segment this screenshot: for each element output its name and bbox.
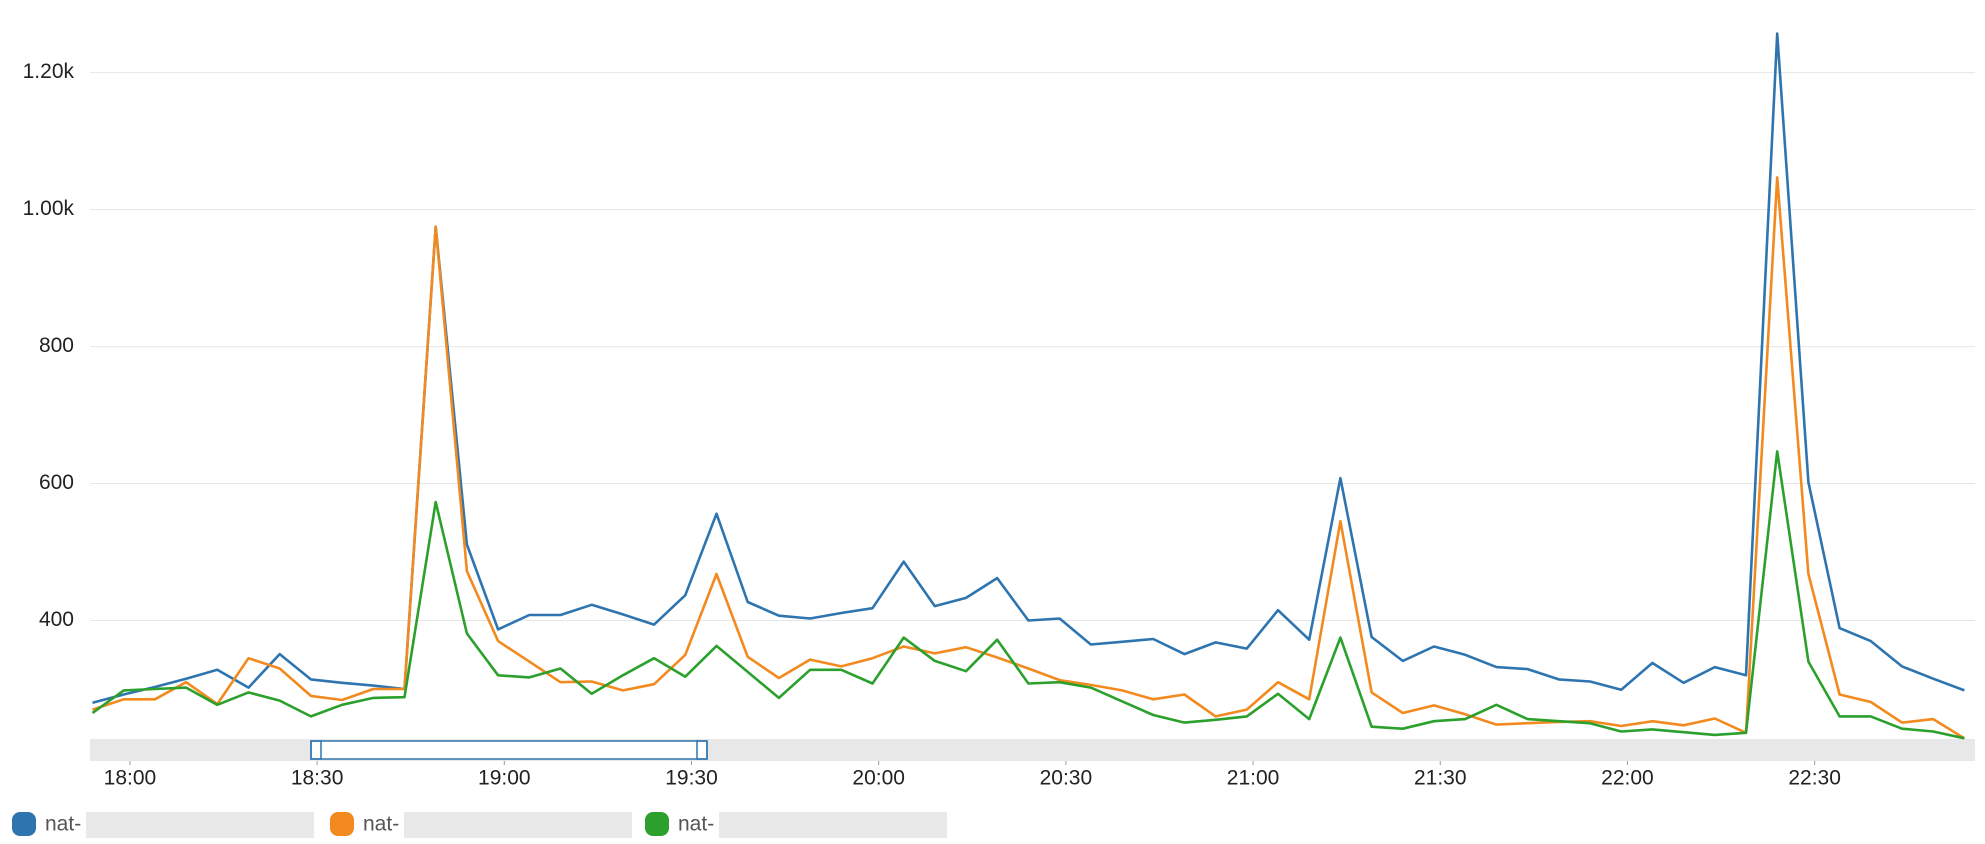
- legend-swatch[interactable]: [645, 812, 669, 836]
- x-tick-label: 21:00: [1227, 767, 1280, 790]
- redacted-text: [86, 812, 314, 838]
- x-tick-label: 21:30: [1414, 767, 1467, 790]
- series-line: [91, 450, 1965, 740]
- x-tick-label: 22:30: [1788, 767, 1841, 790]
- x-tick-label: 18:00: [104, 767, 157, 790]
- redacted-text: [719, 812, 947, 838]
- y-tick-label: 400: [39, 608, 74, 631]
- x-tick-label: 18:30: [291, 767, 344, 790]
- y-tick-label: 600: [39, 471, 74, 494]
- y-tick-label: 800: [39, 334, 74, 357]
- series-line: [92, 176, 1966, 740]
- x-tick-label: 19:30: [665, 767, 718, 790]
- x-tick-label: 20:30: [1040, 767, 1093, 790]
- y-tick-label: 1.20k: [23, 60, 75, 83]
- legend-swatch[interactable]: [330, 812, 354, 836]
- redacted-text: [404, 812, 632, 838]
- legend-label[interactable]: nat-: [45, 813, 81, 836]
- y-tick-label: 1.00k: [23, 197, 75, 220]
- x-tick-label: 22:00: [1601, 767, 1654, 790]
- x-tick-label: 20:00: [852, 767, 905, 790]
- range-handle[interactable]: [310, 740, 322, 760]
- x-tick-label: 19:00: [478, 767, 531, 790]
- range-selector[interactable]: [310, 740, 708, 760]
- legend-label[interactable]: nat-: [678, 813, 714, 836]
- series-line: [92, 32, 1965, 704]
- legend-swatch[interactable]: [12, 812, 36, 836]
- legend-label[interactable]: nat-: [363, 813, 399, 836]
- range-handle[interactable]: [696, 740, 708, 760]
